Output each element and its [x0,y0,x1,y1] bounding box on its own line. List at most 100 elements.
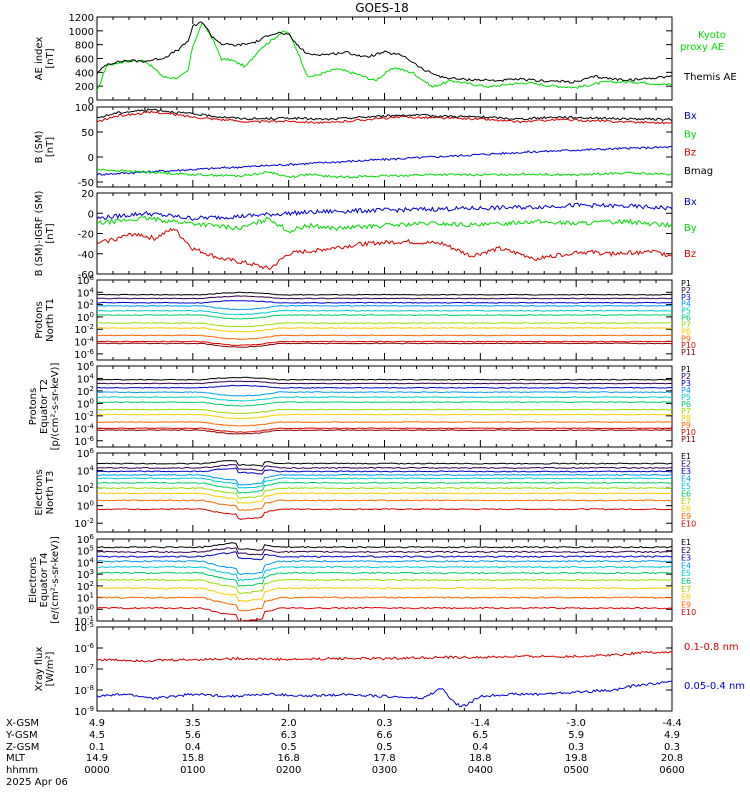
y-tick-label: -40 [78,250,94,261]
x-axis-row-label: X-GSM [6,718,39,729]
flux-line-e1 [97,459,672,467]
x-axis-row-label: hhmm [6,765,38,776]
y-axis-label: [nT] [45,48,56,68]
y-tick-label: 106 [77,533,95,546]
flux-line-e6 [97,481,672,494]
y-tick-label: 1200 [69,13,94,24]
flux-line-p2 [97,380,672,385]
y-tick-label: 102 [77,580,94,593]
legend-channel-label: P9 [681,334,691,343]
x-axis-date: 2025 Apr 06 [6,777,68,788]
legend-channel-label: E6 [681,577,691,586]
flux-line-p10 [97,427,672,433]
x-axis-value: 4.9 [89,718,105,729]
legend-channel-label: E10 [681,608,696,617]
flux-line-e1 [97,542,672,551]
legend-channel-label: E5 [681,482,691,491]
y-tick-label: 105 [77,545,94,558]
flux-line-p5 [97,309,672,316]
x-axis-value: -1.4 [471,718,491,729]
y-axis-label: Protons [34,301,45,338]
flux-line-e5 [97,565,672,582]
x-axis-value: 0.3 [664,742,680,753]
x-axis-value: 2.0 [281,718,297,729]
y-axis-label: Equator T4 [39,553,50,608]
flux-line-e7 [97,487,672,499]
legend-channel-label: P11 [681,348,696,357]
series-line-themis-ae [97,21,672,84]
flux-line-e9 [97,499,672,511]
y-tick-label: 102 [77,299,94,312]
y-tick-label: 10-8 [74,684,94,697]
legend-channel-label: P4 [681,386,691,395]
y-tick-label: 0 [88,209,94,220]
x-axis-value: 4.9 [664,730,680,741]
flux-line-p9 [97,334,672,340]
series-line-bz [97,227,672,271]
legend-channel-label: E7 [681,585,691,594]
y-tick-label: 10-2 [74,323,94,336]
flux-line-p1 [97,291,672,296]
legend-channel-label: P6 [681,400,691,409]
flux-line-e3 [97,467,672,475]
flux-line-p6 [97,401,672,407]
y-axis-label: B (SM) [34,130,45,163]
y-tick-label: 10-7 [74,663,94,676]
y-tick-label: 10-4 [74,336,94,349]
flux-line-e8 [97,586,672,603]
flux-line-p11 [97,342,672,348]
legend-label: Bmag [684,166,713,177]
y-tick-label: 103 [77,568,94,581]
y-tick-label: 800 [75,41,94,52]
flux-line-p5 [97,396,672,402]
panel-frame [96,452,673,533]
x-axis-value: 18.8 [469,753,491,764]
flux-line-p7 [97,408,672,415]
legend-channel-label: P6 [681,314,691,323]
legend-channel-label: E9 [681,600,691,609]
legend-channel-label: P1 [681,279,691,288]
legend-channel-label: P9 [681,421,691,430]
x-axis-value: 0.4 [185,742,201,753]
legend-label: By [684,129,697,140]
y-tick-label: 20 [81,189,94,200]
x-axis-row-label: Y-GSM [5,730,38,741]
legend-channel-label: P8 [681,327,691,336]
flux-line-p6 [97,314,672,320]
y-tick-label: 104 [77,372,95,385]
y-axis-label: [p/(cm²-s-sr-keV)] [50,363,61,451]
x-axis-value: 16.8 [278,753,300,764]
x-axis-value: 3.5 [185,718,201,729]
y-axis-label: [nT] [45,137,56,157]
flux-line-p1 [97,376,672,381]
legend-channel-label: E3 [681,554,691,563]
panel-frame [96,16,673,101]
x-axis-value: 0200 [276,765,301,776]
y-axis-label: Equator T2 [39,379,50,434]
panel-frame [96,626,673,712]
panel-bsm: B (SM) [nT] -50 0 50 100 Bx By Bz Bmag [34,103,713,189]
legend-channel-label: P2 [681,286,691,295]
x-axis-value: 19.8 [565,753,587,764]
x-axis-value: 0000 [84,765,109,776]
flux-line-p3 [97,384,672,389]
y-tick-label: 106 [77,447,95,460]
x-axis-value: 17.8 [373,753,395,764]
y-tick-label: 10-4 [74,422,94,435]
flux-line-p2 [97,295,672,300]
y-axis-label: Xray flux [34,647,45,692]
panel-electrons-equator: Electrons Equator T4 [e/(cm²-s-sr-keV)] E1E… [28,536,696,624]
y-axis-label: [e/(cm²-s-sr-keV)] [50,536,61,624]
series-line-kyoto-proxy-ae [97,22,672,91]
legend-channel-label: E4 [681,475,691,484]
legend-label: Bz [684,249,696,260]
y-tick-label: 10-6 [74,348,94,361]
y-tick-label: 101 [77,592,94,605]
legend-channel-label: E2 [681,460,691,469]
legend-channel-label: E8 [681,593,691,602]
panel-ae: AE index [nT] 0 200 400 600 800 1000 1200 Kyotopr… [34,13,737,107]
